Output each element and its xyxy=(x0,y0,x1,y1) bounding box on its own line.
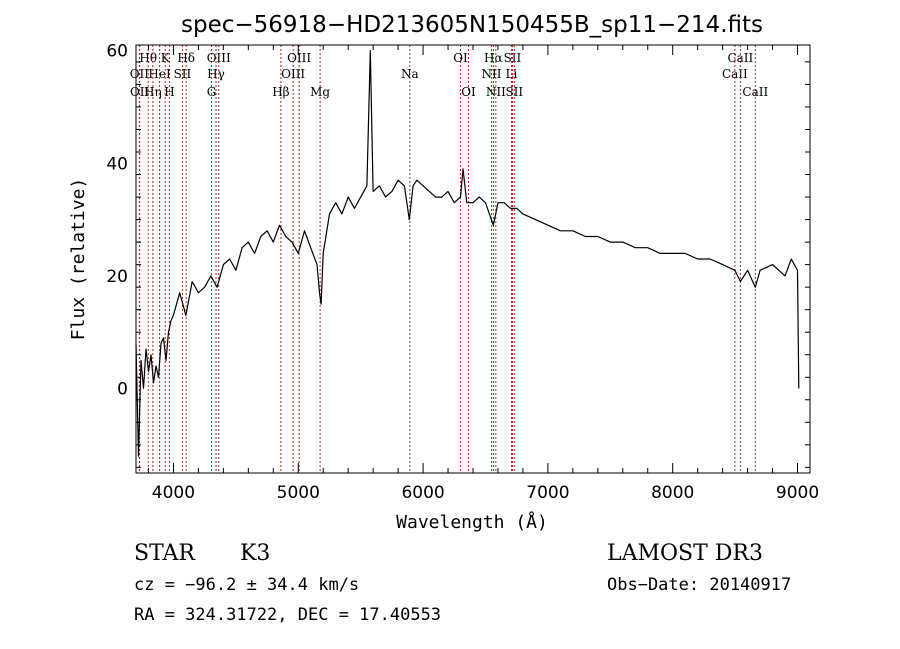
y-axis-label: Flux (relative) xyxy=(68,178,89,341)
y-tick-label: 0 xyxy=(117,380,128,400)
spectral-line-label: K xyxy=(161,51,171,65)
spectral-line-label: OI xyxy=(453,51,468,65)
spectral-line-label: OII xyxy=(130,85,150,99)
spectral-line-label: OIII xyxy=(281,67,305,81)
y-axis-ticks: 0 20 40 60 xyxy=(106,42,810,468)
redshift-readout: cz = −96.2 ± 34.4 km/s xyxy=(134,575,359,595)
series-layer xyxy=(135,49,800,457)
spectral-line-label: Hα xyxy=(484,51,503,65)
coordinates: RA = 324.31722, DEC = 17.40553 xyxy=(134,605,441,625)
series-line-spectrum xyxy=(135,49,800,457)
x-tick-label: 7000 xyxy=(526,483,569,503)
x-tick-label: 6000 xyxy=(401,483,444,503)
obs-date: Obs−Date: 20140917 xyxy=(607,575,791,595)
spectral-line-label: H xyxy=(164,85,174,99)
spectral-line-label: OI xyxy=(461,85,476,99)
spectral-line-label: CaII xyxy=(727,51,753,65)
x-axis-label: Wavelength (Å) xyxy=(396,511,548,533)
spectral-line-label: Hη xyxy=(144,85,162,99)
spectral-line-label: Hγ xyxy=(207,67,225,81)
spectral-line-label: G xyxy=(207,85,217,99)
chart-title: spec−56918−HD213605N150455B_sp11−214.fit… xyxy=(181,12,763,38)
y-tick-label: 40 xyxy=(106,154,128,174)
survey-name: LAMOST DR3 xyxy=(607,541,763,566)
spectral-line-label: SII xyxy=(505,85,523,99)
spectral-line-label: Na xyxy=(401,67,419,81)
object-subclass: K3 xyxy=(240,541,270,566)
spectral-line-label: NII xyxy=(486,85,506,99)
x-tick-label: 9000 xyxy=(776,483,819,503)
spectral-line-label: HeI xyxy=(148,67,171,81)
spectral-line-label: NII xyxy=(481,67,501,81)
y-tick-label: 60 xyxy=(106,42,128,62)
spectral-line-label: OIII xyxy=(287,51,311,65)
spectral-line-label: Li xyxy=(506,67,518,81)
x-tick-label: 8000 xyxy=(651,483,694,503)
spectral-line-label: CaII xyxy=(722,67,748,81)
spectral-line-label: Hδ xyxy=(177,51,195,65)
spectral-line-markers: OIIOIIHθHηHeIKHSIIHδGHγOIIIHβOIIIOIIIMgN… xyxy=(130,45,768,473)
x-axis-ticks: 4000 5000 6000 7000 8000 9000 xyxy=(147,45,819,503)
x-tick-label: 5000 xyxy=(277,483,320,503)
spectral-line-label: SII xyxy=(174,67,192,81)
spectral-line-label: OIII xyxy=(207,51,231,65)
spectral-line-label: CaII xyxy=(742,85,768,99)
x-tick-label: 4000 xyxy=(152,483,195,503)
spectral-line-label: Mg xyxy=(310,85,330,99)
spectral-line-label: SII xyxy=(504,51,522,65)
y-tick-label: 20 xyxy=(106,267,128,287)
spectral-line-label: Hθ xyxy=(139,51,157,65)
spectral-line-label: Hβ xyxy=(272,85,289,99)
object-class: STAR xyxy=(134,541,196,566)
